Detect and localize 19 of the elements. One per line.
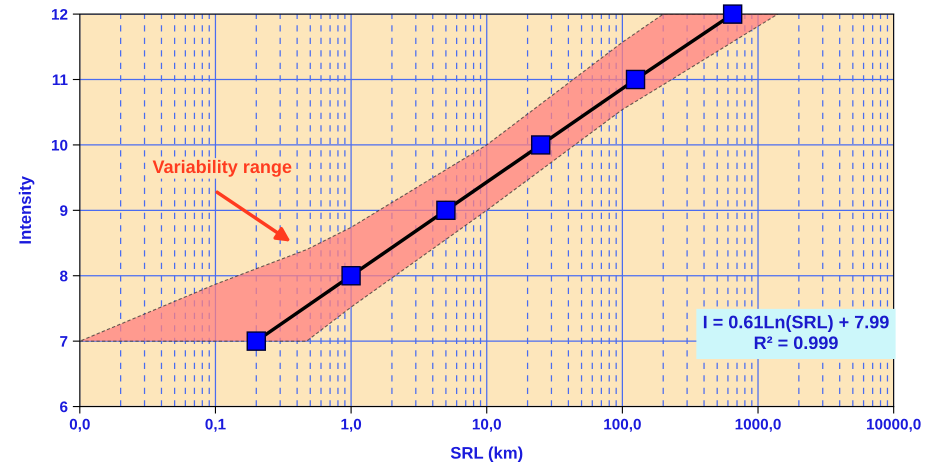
annotation: Variability range	[152, 160, 292, 177]
x-tick-label: 10000,0	[867, 418, 921, 432]
x-tick-label: 1000,0	[736, 418, 781, 432]
x-tick-label: 0,1	[205, 418, 226, 432]
x-tick-label: 0,0	[70, 418, 90, 432]
y-tick-label: 8	[60, 270, 68, 282]
annotation: R² = 0.999	[754, 336, 838, 350]
y-axis-title: Intensity	[18, 176, 34, 244]
x-tick-label: 1,0	[341, 418, 362, 432]
y-tick-label: 9	[60, 205, 68, 216]
y-tick-label: 7	[60, 336, 68, 347]
y-tick-label: 6	[60, 401, 68, 412]
annotation: I = 0.61Ln(SRL) + 7.99	[704, 315, 889, 332]
y-tick-label: 10	[52, 140, 68, 151]
y-tick-label: 11	[52, 74, 68, 86]
y-tick-label: 12	[52, 8, 68, 20]
x-tick-label: 10,0	[472, 418, 501, 432]
x-axis-title: SRL (km)	[450, 446, 522, 462]
x-tick-label: 100,0	[604, 418, 641, 432]
